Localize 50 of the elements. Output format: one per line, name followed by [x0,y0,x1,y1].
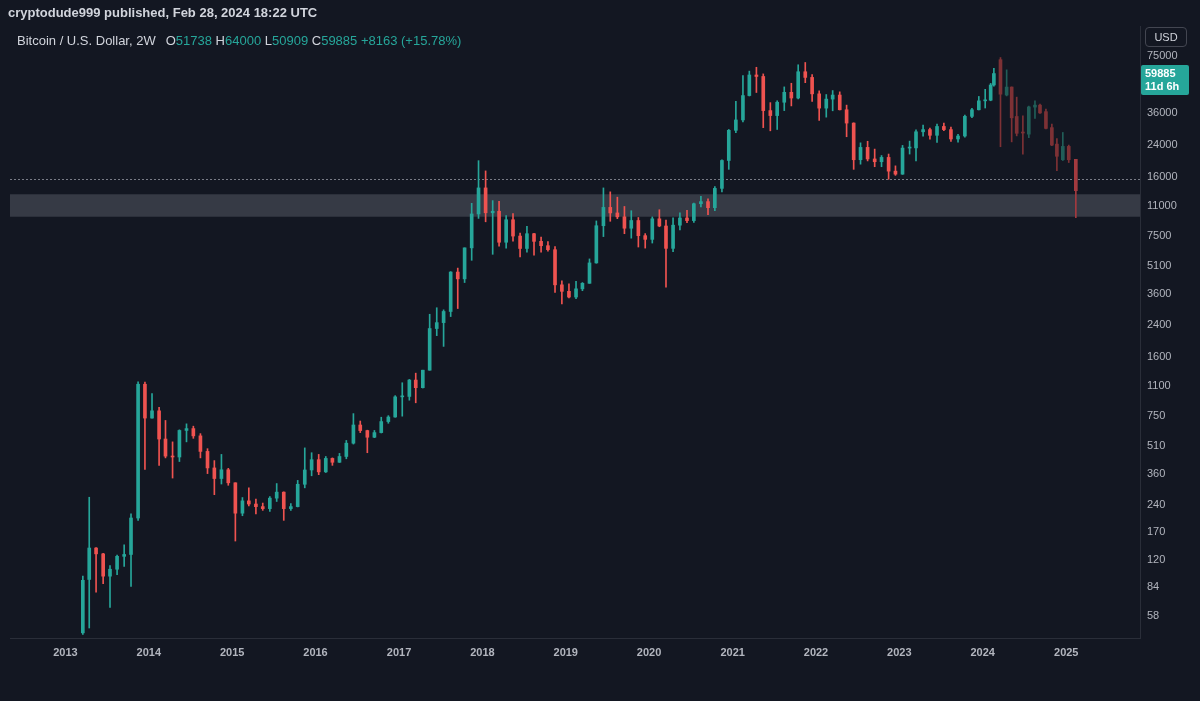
y-tick-label: 170 [1147,525,1166,538]
candlestick [150,393,154,419]
x-tick-label: 2025 [1054,645,1079,658]
x-tick-label: 2018 [470,645,495,658]
x-tick-label: 2015 [219,645,245,658]
y-tick-label: 2400 [1147,318,1172,331]
y-tick-label: 24000 [1147,138,1178,151]
candlestick [254,498,258,515]
x-tick-label: 2014 [136,645,162,658]
y-tick-label: 360 [1147,466,1166,479]
y-tick-label: 16000 [1147,169,1178,182]
x-tick-label: 2022 [803,645,829,658]
candlestick [108,565,112,608]
y-tick-label: 84 [1147,580,1160,593]
y-tick-label: 7500 [1147,229,1172,242]
y-tick-label: 750 [1147,409,1166,422]
x-tick-label: 2019 [553,645,578,658]
text: 59885 [1145,66,1177,80]
y-tick-label: 3600 [1147,286,1172,299]
candlestick [490,200,495,255]
text: cryptodude999 published, Feb 28, 2024 18:22 UTC [8,5,318,20]
y-tick-label: 240 [1147,498,1166,511]
text: 11d 6h [1145,79,1181,93]
y-tick-label: 510 [1147,439,1166,452]
candlestick [455,267,460,309]
y-tick-label: 1100 [1147,379,1171,392]
candlestick [434,307,439,336]
candlestick [872,148,877,168]
x-tick-label: 2020 [636,645,662,658]
candlestick [685,209,689,224]
y-tick-label: 75000 [1147,48,1178,61]
y-tick-label: 5100 [1147,259,1172,272]
x-tick-label: 2021 [720,645,745,658]
candlestick [122,544,126,567]
y-axis-title: USD [1145,27,1187,47]
y-tick-label: 58 [1147,609,1160,622]
x-tick-label: 2023 [887,645,912,658]
text: Bitcoin / U.S. Dollar, 2W [17,33,156,48]
x-tick-label: 2024 [970,645,996,658]
text: O51738 H64000 L50909 C59885 +8163 (+15.78%) [165,33,462,48]
y-tick-label: 11000 [1147,199,1177,212]
candlestick [87,496,92,629]
candlestick [94,547,98,593]
y-tick-label: 36000 [1147,106,1178,119]
x-tick-label: 2017 [386,645,412,658]
x-tick-label: 2016 [303,645,328,658]
y-tick-label: 1600 [1147,349,1172,362]
y-tick-label: 120 [1147,552,1166,565]
candlestick [608,191,613,222]
x-tick-label: 2013 [53,645,78,658]
